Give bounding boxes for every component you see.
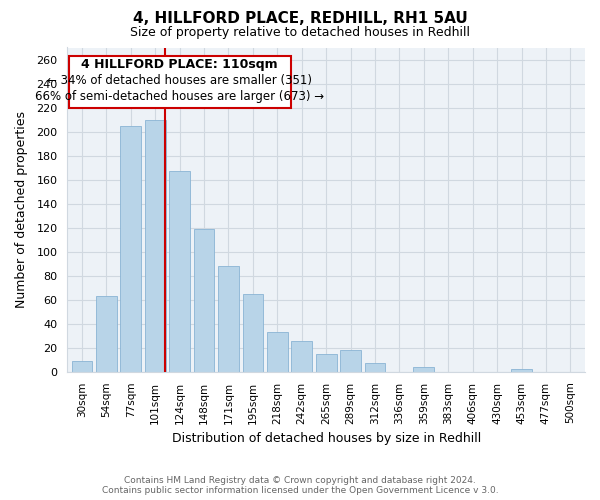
Text: 4 HILLFORD PLACE: 110sqm: 4 HILLFORD PLACE: 110sqm	[82, 58, 278, 71]
Text: 66% of semi-detached houses are larger (673) →: 66% of semi-detached houses are larger (…	[35, 90, 324, 102]
Bar	[96, 296, 117, 372]
FancyBboxPatch shape	[68, 56, 291, 108]
Bar	[292, 340, 312, 372]
Text: Contains HM Land Registry data © Crown copyright and database right 2024.
Contai: Contains HM Land Registry data © Crown c…	[101, 476, 499, 495]
X-axis label: Distribution of detached houses by size in Redhill: Distribution of detached houses by size …	[172, 432, 481, 445]
Bar	[71, 361, 92, 372]
Bar	[145, 120, 166, 372]
Bar	[365, 364, 385, 372]
Bar	[169, 171, 190, 372]
Bar	[340, 350, 361, 372]
Bar	[194, 229, 214, 372]
Bar	[511, 370, 532, 372]
Text: ← 34% of detached houses are smaller (351): ← 34% of detached houses are smaller (35…	[47, 74, 312, 87]
Text: Size of property relative to detached houses in Redhill: Size of property relative to detached ho…	[130, 26, 470, 39]
Bar	[316, 354, 337, 372]
Text: 4, HILLFORD PLACE, REDHILL, RH1 5AU: 4, HILLFORD PLACE, REDHILL, RH1 5AU	[133, 11, 467, 26]
Bar	[267, 332, 287, 372]
Bar	[121, 126, 141, 372]
Y-axis label: Number of detached properties: Number of detached properties	[15, 111, 28, 308]
Bar	[413, 367, 434, 372]
Bar	[242, 294, 263, 372]
Bar	[218, 266, 239, 372]
